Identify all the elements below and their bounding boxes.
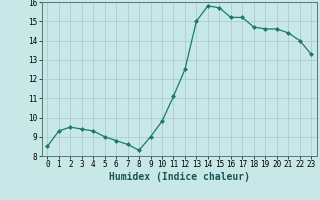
X-axis label: Humidex (Indice chaleur): Humidex (Indice chaleur) (109, 172, 250, 182)
